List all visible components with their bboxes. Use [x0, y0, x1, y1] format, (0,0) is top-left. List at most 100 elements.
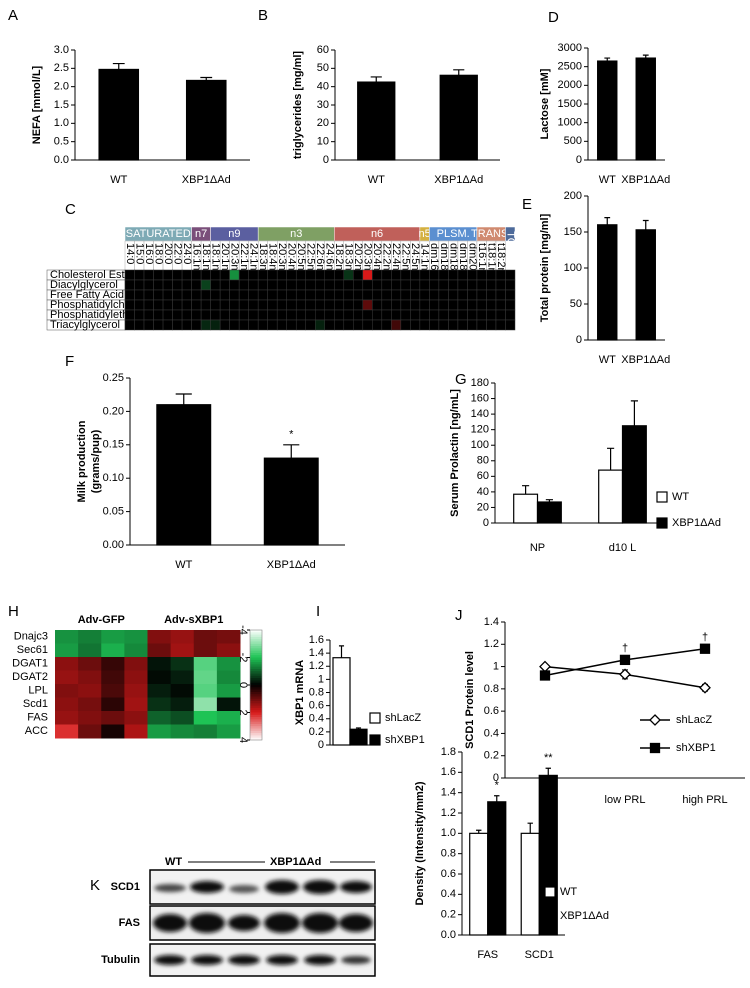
- heatmap-cell: [162, 289, 173, 301]
- heatmap-cell: [438, 269, 449, 281]
- group-label: Adv-sXBP1: [164, 614, 223, 626]
- panel-label: J: [455, 607, 463, 624]
- heatmap-cell: [362, 289, 373, 301]
- heatmap-cell: [101, 684, 125, 698]
- y-axis-title: Lactose [mM]: [539, 68, 551, 139]
- heatmap-cell: [181, 289, 192, 301]
- group-label: n3: [290, 228, 302, 240]
- heatmap-cell: [400, 279, 411, 291]
- row-label: Phosphatidylcholine: [50, 299, 148, 311]
- colorbar-segment: [250, 687, 262, 690]
- colorbar-segment: [250, 735, 262, 739]
- row-label: Scd1: [23, 698, 48, 710]
- band: [302, 913, 338, 933]
- colorbar-tick-label: -4: [237, 625, 249, 635]
- heatmap-cell: [229, 269, 240, 281]
- colorbar-segment: [250, 639, 262, 642]
- heatmap-cell: [286, 299, 297, 311]
- heatmap-cell: [448, 319, 459, 331]
- colorbar-segment: [250, 652, 262, 656]
- heatmap-cell: [219, 289, 230, 301]
- error-bar: [338, 645, 345, 658]
- heatmap-cell: [362, 269, 373, 281]
- heatmap-cell: [314, 279, 326, 291]
- colorbar-segment: [250, 694, 262, 697]
- y-tick-label: 0.10: [103, 472, 124, 484]
- error-bar: [494, 795, 500, 802]
- heatmap-cell: [55, 630, 79, 644]
- column-label: 22:5n6: [400, 243, 412, 277]
- group-label: SATURATED: [126, 228, 191, 240]
- heatmap-cell: [343, 279, 354, 291]
- heatmap-cell: [124, 269, 135, 281]
- heatmap-cell: [429, 299, 440, 311]
- heatmap-cell: [305, 289, 316, 301]
- heatmap-cell: [305, 279, 316, 291]
- legend-label: shLacZ: [385, 712, 421, 724]
- column-label: 20:4n6: [371, 243, 383, 277]
- heatmap-cell: [372, 309, 383, 321]
- heatmap-cell: [410, 289, 421, 301]
- panel-label: B: [258, 7, 268, 24]
- heatmap-cell: [200, 319, 211, 331]
- y-tick-label: 1.5: [54, 99, 69, 111]
- heatmap-cell: [334, 299, 345, 311]
- heatmap-cell: [143, 269, 154, 281]
- error-bar: [607, 447, 615, 471]
- column-label: 16:0: [143, 243, 155, 264]
- heatmap-cell: [191, 279, 202, 291]
- heatmap-cell: [438, 299, 449, 311]
- heatmap-cell: [267, 299, 278, 311]
- y-tick-label: 60: [317, 44, 329, 56]
- heatmap-cell: [267, 289, 278, 301]
- heatmap-cell: [267, 309, 278, 321]
- y-tick-label: 60: [477, 470, 489, 482]
- heatmap-cell: [486, 309, 497, 321]
- heatmap-cell: [476, 319, 487, 331]
- heatmap-cell: [78, 670, 102, 685]
- y-tick-label: 2500: [558, 61, 582, 73]
- colorbar-segment: [250, 703, 262, 707]
- heatmap-cell: [181, 309, 192, 321]
- bar: [520, 832, 540, 936]
- error-bar: [604, 217, 611, 225]
- heatmap-cell: [101, 643, 125, 658]
- heatmap-cell: [419, 289, 430, 301]
- heatmap-cell: [200, 279, 211, 291]
- y-tick-label: 0.20: [103, 405, 124, 417]
- y-axis-title: (grams/pup): [90, 429, 102, 493]
- heatmap-cell: [257, 279, 268, 291]
- colorbar-segment: [250, 657, 262, 661]
- colorbar-segment: [250, 691, 262, 695]
- y-tick-label: 1.4: [309, 647, 324, 659]
- heatmap-cell: [391, 289, 402, 301]
- error-bar: [604, 57, 611, 62]
- column-label: 18:3n3: [257, 243, 269, 277]
- colorbar-segment: [250, 712, 262, 716]
- y-axis-title: SCD1 Protein level: [464, 651, 476, 749]
- heatmap-cell: [210, 319, 221, 331]
- colorbar-segment: [250, 664, 262, 668]
- heatmap-cell: [438, 289, 449, 301]
- column-label: 20:3n3: [276, 243, 288, 277]
- band: [228, 955, 260, 965]
- column-label: 20:0: [162, 243, 174, 264]
- heatmap-cell: [210, 269, 221, 281]
- y-tick-label: 1.4: [441, 787, 456, 799]
- band: [340, 881, 372, 893]
- heatmap-cell: [78, 697, 102, 712]
- y-tick-label: 1.6: [441, 766, 456, 778]
- y-tick-label: 0.8: [441, 848, 456, 860]
- heatmap-cell: [391, 279, 402, 291]
- heatmap-cell: [55, 684, 79, 698]
- colorbar-segment: [250, 682, 262, 686]
- error-bar: [642, 54, 649, 59]
- heatmap-cell: [324, 299, 335, 311]
- heatmap-cell: [324, 269, 335, 281]
- legend-swatch: [649, 714, 661, 726]
- y-tick-label: 50: [317, 62, 329, 74]
- bar: [635, 57, 656, 161]
- error-bar: [545, 499, 553, 502]
- heatmap-cell: [153, 269, 164, 281]
- colorbar-segment: [250, 673, 262, 677]
